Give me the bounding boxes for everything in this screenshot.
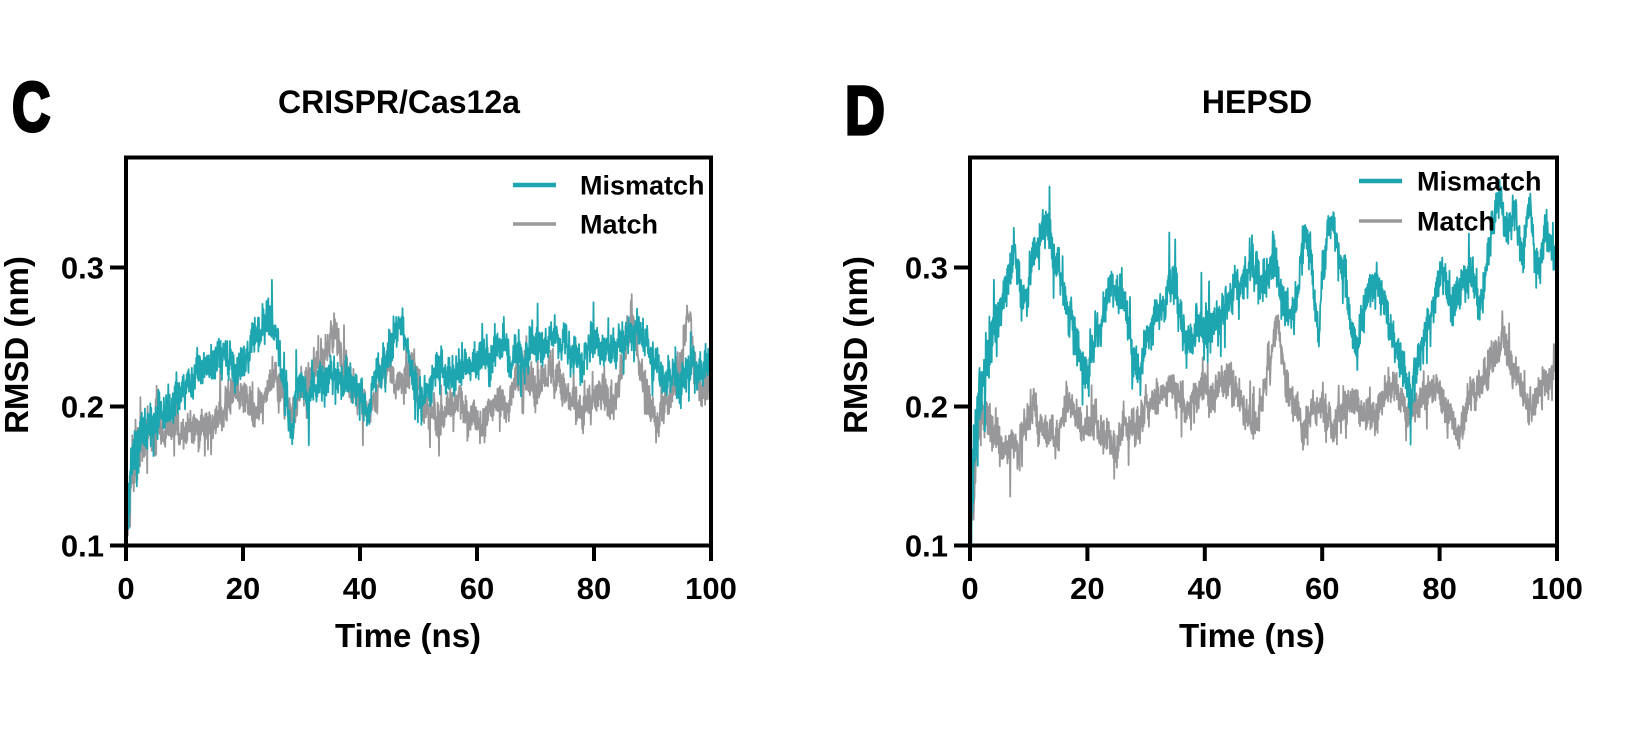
svg-text:0.3: 0.3 — [61, 250, 104, 285]
svg-text:60: 60 — [1305, 571, 1339, 606]
svg-text:40: 40 — [1188, 571, 1222, 606]
svg-text:Mismatch: Mismatch — [1417, 167, 1542, 197]
svg-text:0: 0 — [117, 571, 134, 606]
svg-text:20: 20 — [226, 571, 260, 606]
svg-text:60: 60 — [460, 571, 494, 606]
svg-text:CRISPR/Cas12a: CRISPR/Cas12a — [278, 84, 520, 120]
svg-text:80: 80 — [577, 571, 611, 606]
svg-text:RMSD (nm): RMSD (nm) — [837, 256, 874, 434]
svg-text:Match: Match — [580, 210, 658, 240]
svg-text:Time (ns): Time (ns) — [1179, 617, 1325, 654]
svg-text:Mismatch: Mismatch — [580, 171, 705, 201]
svg-text:RMSD (nm): RMSD (nm) — [0, 256, 35, 434]
svg-text:0.1: 0.1 — [61, 528, 104, 563]
svg-text:0.2: 0.2 — [905, 389, 948, 424]
svg-text:0.3: 0.3 — [905, 250, 948, 285]
svg-text:100: 100 — [685, 571, 737, 606]
svg-text:20: 20 — [1070, 571, 1104, 606]
svg-text:0.2: 0.2 — [61, 389, 104, 424]
svg-text:80: 80 — [1422, 571, 1456, 606]
svg-text:HEPSD: HEPSD — [1202, 84, 1312, 120]
svg-text:C: C — [12, 69, 50, 147]
svg-text:0.1: 0.1 — [905, 528, 948, 563]
svg-text:Time (ns): Time (ns) — [335, 617, 481, 654]
svg-text:Match: Match — [1417, 207, 1495, 237]
svg-text:D: D — [845, 72, 885, 149]
svg-text:0: 0 — [961, 571, 978, 606]
svg-text:40: 40 — [343, 571, 377, 606]
svg-text:100: 100 — [1531, 571, 1583, 606]
